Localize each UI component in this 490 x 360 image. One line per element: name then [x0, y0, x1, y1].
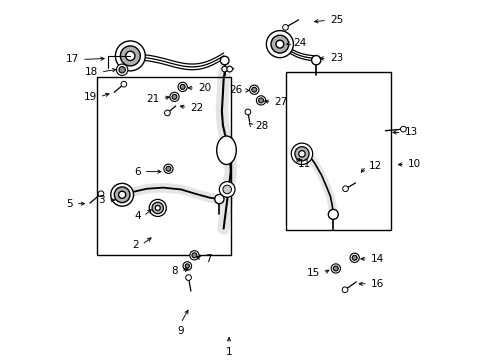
Circle shape — [271, 35, 289, 53]
Text: 4: 4 — [134, 211, 141, 221]
Circle shape — [276, 40, 284, 48]
Text: 3: 3 — [98, 195, 105, 205]
Text: 27: 27 — [274, 97, 288, 107]
Text: 17: 17 — [66, 54, 79, 64]
Circle shape — [222, 66, 227, 72]
Circle shape — [152, 202, 164, 213]
Circle shape — [299, 150, 305, 157]
Circle shape — [114, 187, 130, 203]
Circle shape — [333, 266, 338, 271]
Circle shape — [164, 164, 173, 174]
Circle shape — [252, 87, 257, 92]
Text: 18: 18 — [85, 67, 98, 77]
Circle shape — [183, 262, 192, 270]
Ellipse shape — [217, 136, 236, 165]
Text: 21: 21 — [147, 94, 160, 104]
Bar — [286, 72, 391, 230]
Circle shape — [192, 253, 197, 258]
Circle shape — [149, 199, 166, 216]
Circle shape — [328, 210, 338, 219]
Circle shape — [223, 185, 231, 194]
Circle shape — [165, 110, 170, 116]
Circle shape — [111, 183, 134, 206]
Text: 13: 13 — [405, 127, 418, 138]
Text: 14: 14 — [371, 254, 384, 264]
Text: 28: 28 — [255, 121, 268, 131]
Text: 16: 16 — [371, 279, 384, 289]
Circle shape — [256, 96, 266, 105]
Circle shape — [352, 255, 357, 260]
Text: 23: 23 — [330, 53, 343, 63]
Circle shape — [312, 55, 321, 65]
Text: 15: 15 — [307, 268, 320, 278]
Circle shape — [343, 186, 348, 192]
Text: 8: 8 — [172, 266, 178, 276]
Text: 2: 2 — [132, 240, 139, 249]
Circle shape — [185, 264, 190, 268]
Text: 12: 12 — [369, 161, 382, 171]
Circle shape — [119, 67, 125, 73]
Circle shape — [172, 94, 177, 99]
Circle shape — [342, 287, 348, 293]
Text: 22: 22 — [190, 103, 203, 113]
Text: 1: 1 — [226, 347, 232, 357]
Text: 6: 6 — [134, 167, 141, 177]
Circle shape — [249, 85, 259, 94]
Circle shape — [166, 166, 171, 171]
Text: 11: 11 — [298, 159, 311, 170]
Circle shape — [180, 84, 185, 89]
Circle shape — [190, 251, 199, 260]
Circle shape — [115, 41, 146, 71]
Circle shape — [350, 253, 359, 262]
Circle shape — [220, 56, 229, 65]
Circle shape — [295, 147, 309, 161]
Circle shape — [400, 126, 406, 132]
Circle shape — [170, 92, 179, 102]
Circle shape — [121, 81, 127, 87]
Circle shape — [155, 206, 160, 211]
Text: 7: 7 — [205, 254, 212, 264]
Circle shape — [126, 51, 135, 60]
Circle shape — [98, 191, 104, 197]
Circle shape — [283, 24, 288, 30]
Circle shape — [331, 264, 341, 273]
Text: 10: 10 — [408, 159, 421, 170]
Circle shape — [245, 109, 251, 115]
Circle shape — [220, 181, 235, 197]
Text: 25: 25 — [330, 15, 343, 25]
Circle shape — [267, 31, 294, 58]
Circle shape — [117, 64, 128, 76]
Text: 24: 24 — [294, 38, 307, 48]
Circle shape — [215, 194, 224, 204]
Circle shape — [119, 191, 126, 198]
Circle shape — [186, 275, 192, 280]
Text: 5: 5 — [66, 199, 73, 209]
Bar — [97, 77, 231, 255]
Text: 19: 19 — [84, 92, 97, 102]
Text: 26: 26 — [229, 85, 242, 95]
Text: 20: 20 — [198, 83, 211, 93]
Circle shape — [178, 82, 187, 91]
Circle shape — [291, 143, 313, 165]
Circle shape — [259, 98, 264, 103]
Circle shape — [227, 66, 233, 72]
Text: 9: 9 — [177, 326, 184, 336]
Circle shape — [121, 46, 140, 66]
